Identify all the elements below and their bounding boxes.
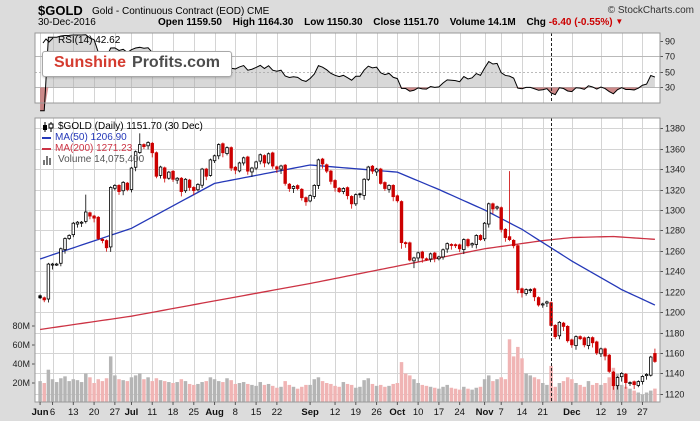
logo-sunshine: Sunshine: [54, 54, 127, 71]
candlestick-icon: [43, 121, 54, 132]
svg-text:7: 7: [499, 407, 504, 418]
svg-text:12: 12: [330, 407, 341, 418]
svg-text:60M: 60M: [12, 340, 30, 350]
svg-text:20M: 20M: [12, 378, 30, 388]
svg-text:20: 20: [89, 407, 100, 418]
svg-text:50: 50: [665, 68, 675, 78]
svg-text:13: 13: [68, 407, 79, 418]
rsi-legend: RSI(14) 42.62: [42, 35, 120, 46]
volume-value: 14.1M: [487, 17, 516, 28]
chg-down-arrow-icon: ▼: [615, 17, 624, 26]
svg-text:26: 26: [371, 407, 382, 418]
svg-text:21: 21: [537, 407, 548, 418]
svg-text:Dec: Dec: [563, 407, 580, 418]
volume-bars-icon: [43, 155, 51, 165]
quote-date: 30-Dec-2016: [38, 17, 96, 28]
svg-text:27: 27: [637, 407, 648, 418]
svg-text:90: 90: [665, 37, 675, 47]
svg-text:1180: 1180: [665, 329, 684, 339]
svg-text:1340: 1340: [665, 165, 685, 175]
logo-profits: Profits.com: [132, 54, 221, 71]
svg-text:1320: 1320: [665, 186, 685, 196]
open-value: 1159.50: [186, 17, 222, 28]
svg-text:Oct: Oct: [389, 407, 406, 418]
svg-text:1120: 1120: [665, 390, 684, 400]
svg-text:27: 27: [110, 407, 121, 418]
svg-text:1160: 1160: [665, 349, 684, 359]
svg-text:17: 17: [434, 407, 445, 418]
svg-text:24: 24: [454, 407, 465, 418]
svg-text:Aug: Aug: [205, 407, 224, 418]
svg-text:1220: 1220: [665, 288, 685, 298]
chart-description: Gold - Continuous Contract (EOD) CME: [92, 6, 270, 17]
svg-text:19: 19: [351, 407, 362, 418]
svg-text:22: 22: [272, 407, 283, 418]
svg-text:1200: 1200: [665, 308, 685, 318]
svg-text:15: 15: [251, 407, 262, 418]
svg-text:1380: 1380: [665, 124, 685, 134]
svg-text:Jul: Jul: [125, 407, 139, 418]
low-label: Low: [304, 17, 325, 28]
chg-value: -6.40 (-0.55%): [548, 17, 613, 28]
svg-text:14: 14: [517, 407, 528, 418]
quote-strip: Open 1159.50 High 1164.30 Low 1150.30 Cl…: [158, 17, 623, 28]
svg-text:8: 8: [233, 407, 238, 418]
svg-text:10: 10: [413, 407, 424, 418]
svg-text:1280: 1280: [665, 226, 685, 236]
svg-text:25: 25: [189, 407, 200, 418]
svg-text:18: 18: [168, 407, 179, 418]
svg-text:6: 6: [50, 407, 55, 418]
rsi-line-icon: [42, 37, 54, 43]
svg-text:Jun: Jun: [32, 407, 49, 418]
svg-text:1140: 1140: [665, 369, 684, 379]
ma50-legend: MA(50) 1206.90: [55, 132, 127, 143]
svg-text:1260: 1260: [665, 247, 685, 257]
svg-text:1360: 1360: [665, 145, 685, 155]
svg-text:Sep: Sep: [301, 407, 319, 418]
close-value: 1151.70: [403, 17, 439, 28]
svg-text:12: 12: [596, 407, 607, 418]
volume-label: Volume: [449, 17, 486, 28]
close-label: Close: [373, 17, 401, 28]
svg-text:80M: 80M: [12, 321, 30, 331]
svg-text:30: 30: [665, 83, 675, 93]
low-value: 1150.30: [326, 17, 363, 28]
copyright: © StockCharts.com: [607, 5, 694, 16]
price-legend-main: $GOLD (Daily) 1151.70 (30 Dec): [58, 121, 203, 132]
volume-legend: Volume 14,075,400: [58, 154, 145, 165]
svg-text:19: 19: [616, 407, 627, 418]
ma50-line-icon: [42, 136, 51, 139]
high-label: High: [232, 17, 255, 28]
open-label: Open: [158, 17, 184, 28]
high-value: 1164.30: [257, 17, 294, 28]
price-legend: $GOLD (Daily) 1151.70 (30 Dec) MA(50) 12…: [42, 121, 203, 165]
chg-label: Chg: [526, 17, 546, 28]
svg-text:Nov: Nov: [476, 407, 495, 418]
ma200-line-icon: [42, 147, 51, 150]
rsi-legend-label: RSI(14) 42.62: [58, 35, 121, 46]
svg-text:1240: 1240: [665, 267, 685, 277]
svg-text:70: 70: [665, 52, 675, 62]
sunshine-profits-logo: Sunshine Profits.com: [42, 51, 233, 77]
ticker-symbol: $GOLD: [38, 3, 83, 18]
svg-text:11: 11: [147, 407, 157, 418]
ma200-legend: MA(200) 1271.23: [55, 143, 133, 154]
svg-text:40M: 40M: [12, 359, 30, 369]
svg-text:1300: 1300: [665, 206, 685, 216]
